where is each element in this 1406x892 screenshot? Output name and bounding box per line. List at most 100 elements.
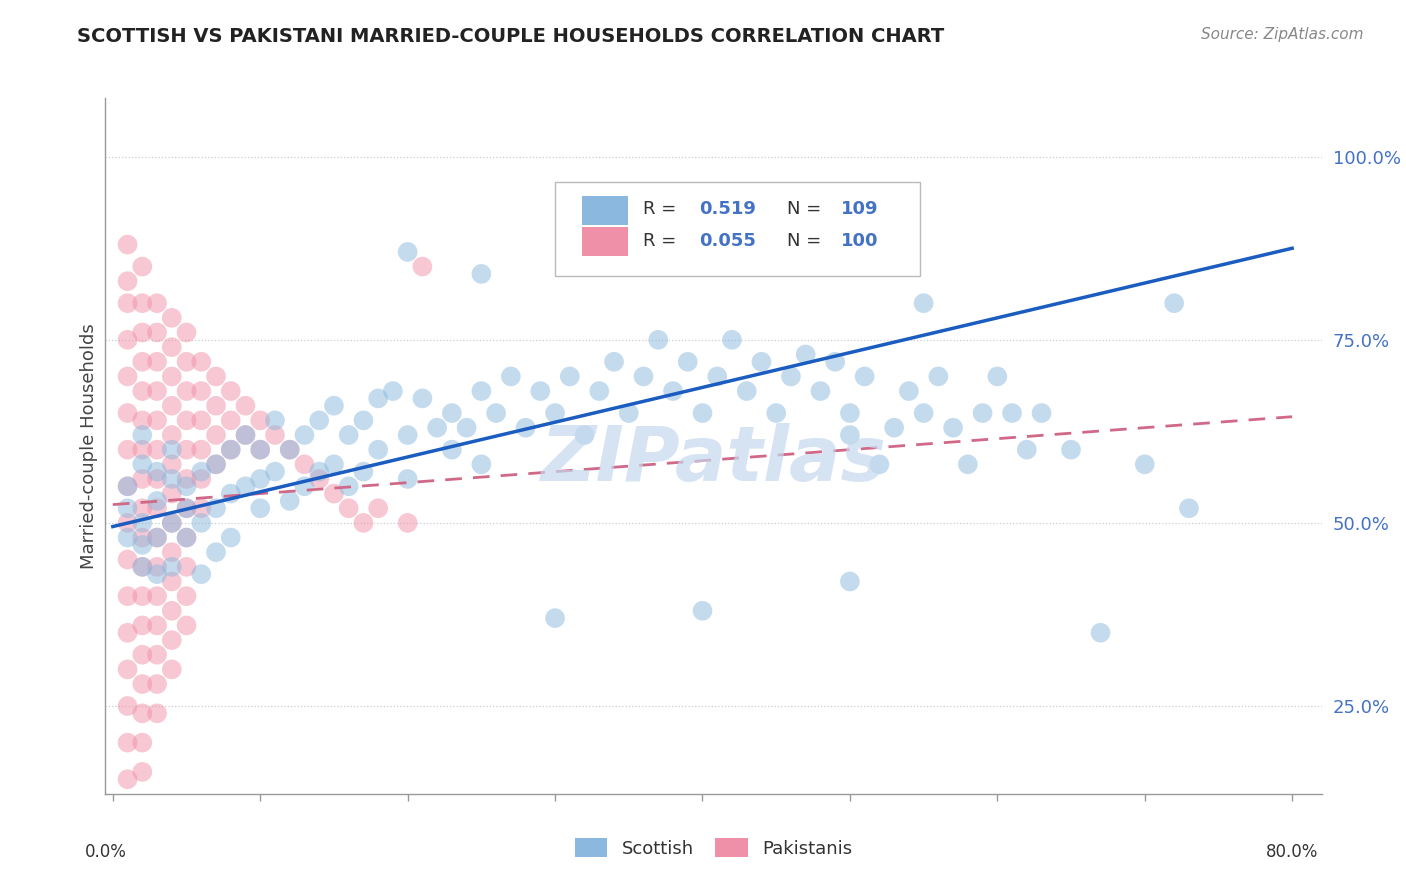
Pakistanis [131, 648, 153, 662]
Pakistanis [176, 442, 198, 457]
Scottish [278, 442, 301, 457]
Scottish [117, 501, 139, 516]
Pakistanis [219, 384, 242, 398]
Pakistanis [117, 296, 139, 310]
Pakistanis [131, 472, 153, 486]
Scottish [294, 479, 316, 493]
Scottish [146, 531, 169, 545]
Pakistanis [131, 531, 153, 545]
Scottish [160, 516, 183, 530]
Pakistanis [278, 442, 301, 457]
Pakistanis [146, 706, 169, 721]
Pakistanis [146, 296, 169, 310]
Scottish [515, 420, 537, 434]
Pakistanis [117, 274, 139, 288]
Scottish [294, 428, 316, 442]
Pakistanis [308, 472, 330, 486]
Pakistanis [160, 545, 183, 559]
Scottish [986, 369, 1008, 384]
Pakistanis [176, 326, 198, 340]
Pakistanis [176, 559, 198, 574]
Pakistanis [337, 501, 360, 516]
Scottish [824, 355, 846, 369]
Scottish [131, 538, 153, 552]
Scottish [617, 406, 640, 420]
Pakistanis [131, 736, 153, 750]
Pakistanis [131, 559, 153, 574]
Scottish [456, 420, 478, 434]
Pakistanis [146, 501, 169, 516]
Pakistanis [117, 698, 139, 713]
Scottish [721, 333, 744, 347]
Scottish [544, 406, 567, 420]
Pakistanis [190, 472, 212, 486]
Scottish [219, 486, 242, 500]
Scottish [765, 406, 787, 420]
Y-axis label: Married-couple Households: Married-couple Households [80, 323, 98, 569]
Pakistanis [117, 406, 139, 420]
Scottish [160, 472, 183, 486]
Scottish [1163, 296, 1185, 310]
Scottish [1031, 406, 1053, 420]
Pakistanis [146, 472, 169, 486]
Pakistanis [160, 310, 183, 325]
Pakistanis [160, 428, 183, 442]
Pakistanis [117, 516, 139, 530]
Scottish [160, 442, 183, 457]
Pakistanis [117, 589, 139, 603]
Scottish [838, 428, 860, 442]
Pakistanis [117, 625, 139, 640]
Scottish [352, 413, 374, 427]
Text: 109: 109 [841, 201, 879, 219]
Pakistanis [117, 442, 139, 457]
Pakistanis [160, 662, 183, 676]
Scottish [278, 494, 301, 508]
Scottish [308, 413, 330, 427]
Scottish [235, 428, 257, 442]
Pakistanis [131, 589, 153, 603]
Scottish [308, 465, 330, 479]
Pakistanis [160, 604, 183, 618]
Scottish [323, 458, 346, 472]
Scottish [1133, 458, 1156, 472]
Scottish [146, 494, 169, 508]
Scottish [912, 296, 935, 310]
Pakistanis [131, 501, 153, 516]
Scottish [838, 574, 860, 589]
Pakistanis [131, 706, 153, 721]
Scottish [117, 479, 139, 493]
Scottish [131, 559, 153, 574]
Text: N =: N = [786, 201, 827, 219]
Scottish [440, 406, 463, 420]
Scottish [367, 392, 389, 406]
Scottish [633, 369, 655, 384]
Pakistanis [131, 355, 153, 369]
Scottish [558, 369, 581, 384]
Pakistanis [219, 413, 242, 427]
Pakistanis [176, 589, 198, 603]
Scottish [367, 442, 389, 457]
Pakistanis [352, 516, 374, 530]
Pakistanis [219, 442, 242, 457]
Pakistanis [146, 618, 169, 632]
Pakistanis [176, 501, 198, 516]
Pakistanis [176, 472, 198, 486]
Scottish [927, 369, 949, 384]
Scottish [190, 465, 212, 479]
Text: 0.0%: 0.0% [84, 843, 127, 861]
Scottish [603, 355, 626, 369]
Scottish [780, 369, 803, 384]
Pakistanis [160, 369, 183, 384]
FancyBboxPatch shape [555, 182, 921, 276]
Pakistanis [146, 442, 169, 457]
Scottish [131, 428, 153, 442]
Pakistanis [160, 458, 183, 472]
Pakistanis [146, 384, 169, 398]
Scottish [190, 567, 212, 582]
Pakistanis [411, 260, 433, 274]
Scottish [676, 355, 699, 369]
Scottish [544, 611, 567, 625]
Scottish [381, 384, 404, 398]
Pakistanis [176, 531, 198, 545]
Scottish [485, 406, 508, 420]
